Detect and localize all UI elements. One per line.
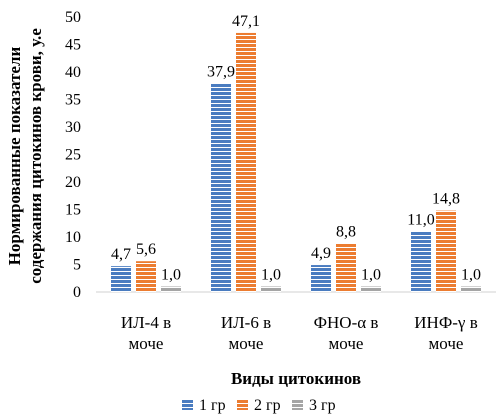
- legend-label: 2 гр: [254, 397, 281, 414]
- category-label: ФНО-α в: [314, 313, 379, 332]
- legend: 1 гр 2 гр 3 гр: [182, 397, 336, 414]
- bar: [211, 83, 231, 292]
- y-tick-label: 25: [65, 147, 81, 164]
- y-tick-label: 30: [65, 119, 81, 136]
- legend-label: 1 гр: [199, 397, 226, 414]
- data-label: 11,0: [407, 212, 434, 229]
- data-label: 47,1: [232, 13, 260, 30]
- data-label: 37,9: [207, 64, 235, 81]
- bar: [236, 32, 256, 292]
- data-label: 4,7: [111, 246, 131, 263]
- category-labels: ИЛ-4 в моче ИЛ-6 в моче ФНО-α в моче ИНФ-γ в мо…: [121, 313, 478, 353]
- legend-swatch: [292, 399, 303, 410]
- data-label: 4,9: [311, 245, 331, 262]
- y-tick-label: 40: [65, 64, 81, 81]
- y-tick-label: 20: [65, 174, 81, 191]
- category-label: моче: [229, 334, 264, 353]
- legend-swatch: [182, 399, 193, 410]
- x-axis-title: Виды цитокинов: [231, 369, 361, 388]
- category-label: моче: [329, 334, 364, 353]
- bar: [361, 286, 381, 292]
- bar: [336, 243, 356, 292]
- data-label: 1,0: [361, 267, 381, 284]
- data-label: 1,0: [161, 267, 181, 284]
- y-tick-label: 45: [65, 37, 81, 54]
- y-tick-label: 35: [65, 92, 81, 109]
- data-label: 1,0: [261, 267, 281, 284]
- y-axis-title-line-2: содержания цитокинов крови, у.е: [26, 28, 45, 284]
- data-label: 8,8: [336, 224, 356, 241]
- bar: [311, 265, 331, 292]
- bar: [411, 231, 431, 292]
- bar: [111, 266, 131, 292]
- bar: [136, 261, 156, 292]
- legend-label: 3 гр: [309, 397, 336, 414]
- y-axis-title-line-1: Нормированные показатели: [5, 46, 24, 265]
- y-tick-label: 0: [73, 284, 81, 301]
- category-label: ИЛ-4 в: [121, 313, 171, 332]
- y-tick-label: 5: [73, 257, 81, 274]
- category-label: ИЛ-6 в: [221, 313, 271, 332]
- legend-swatch: [237, 399, 248, 410]
- bar: [261, 286, 281, 292]
- data-label: 5,6: [136, 241, 156, 258]
- data-label: 14,8: [432, 191, 460, 208]
- data-labels: 4,7 5,6 1,0 37,9 47,1 1,0 4,9 8,8 1,0 11,0 14,8 1,0: [111, 13, 481, 284]
- category-label: моче: [129, 334, 164, 353]
- bar: [436, 210, 456, 292]
- bar: [161, 286, 181, 292]
- bars: [111, 32, 481, 292]
- y-axis-ticks: 0 5 10 15 20 25 30 35 40 45 50: [65, 9, 81, 301]
- category-label: моче: [429, 334, 464, 353]
- category-label: ИНФ-γ в: [414, 313, 477, 332]
- y-tick-label: 15: [65, 202, 81, 219]
- bar: [461, 286, 481, 292]
- data-label: 1,0: [461, 267, 481, 284]
- y-tick-label: 50: [65, 9, 81, 26]
- y-tick-label: 10: [65, 229, 81, 246]
